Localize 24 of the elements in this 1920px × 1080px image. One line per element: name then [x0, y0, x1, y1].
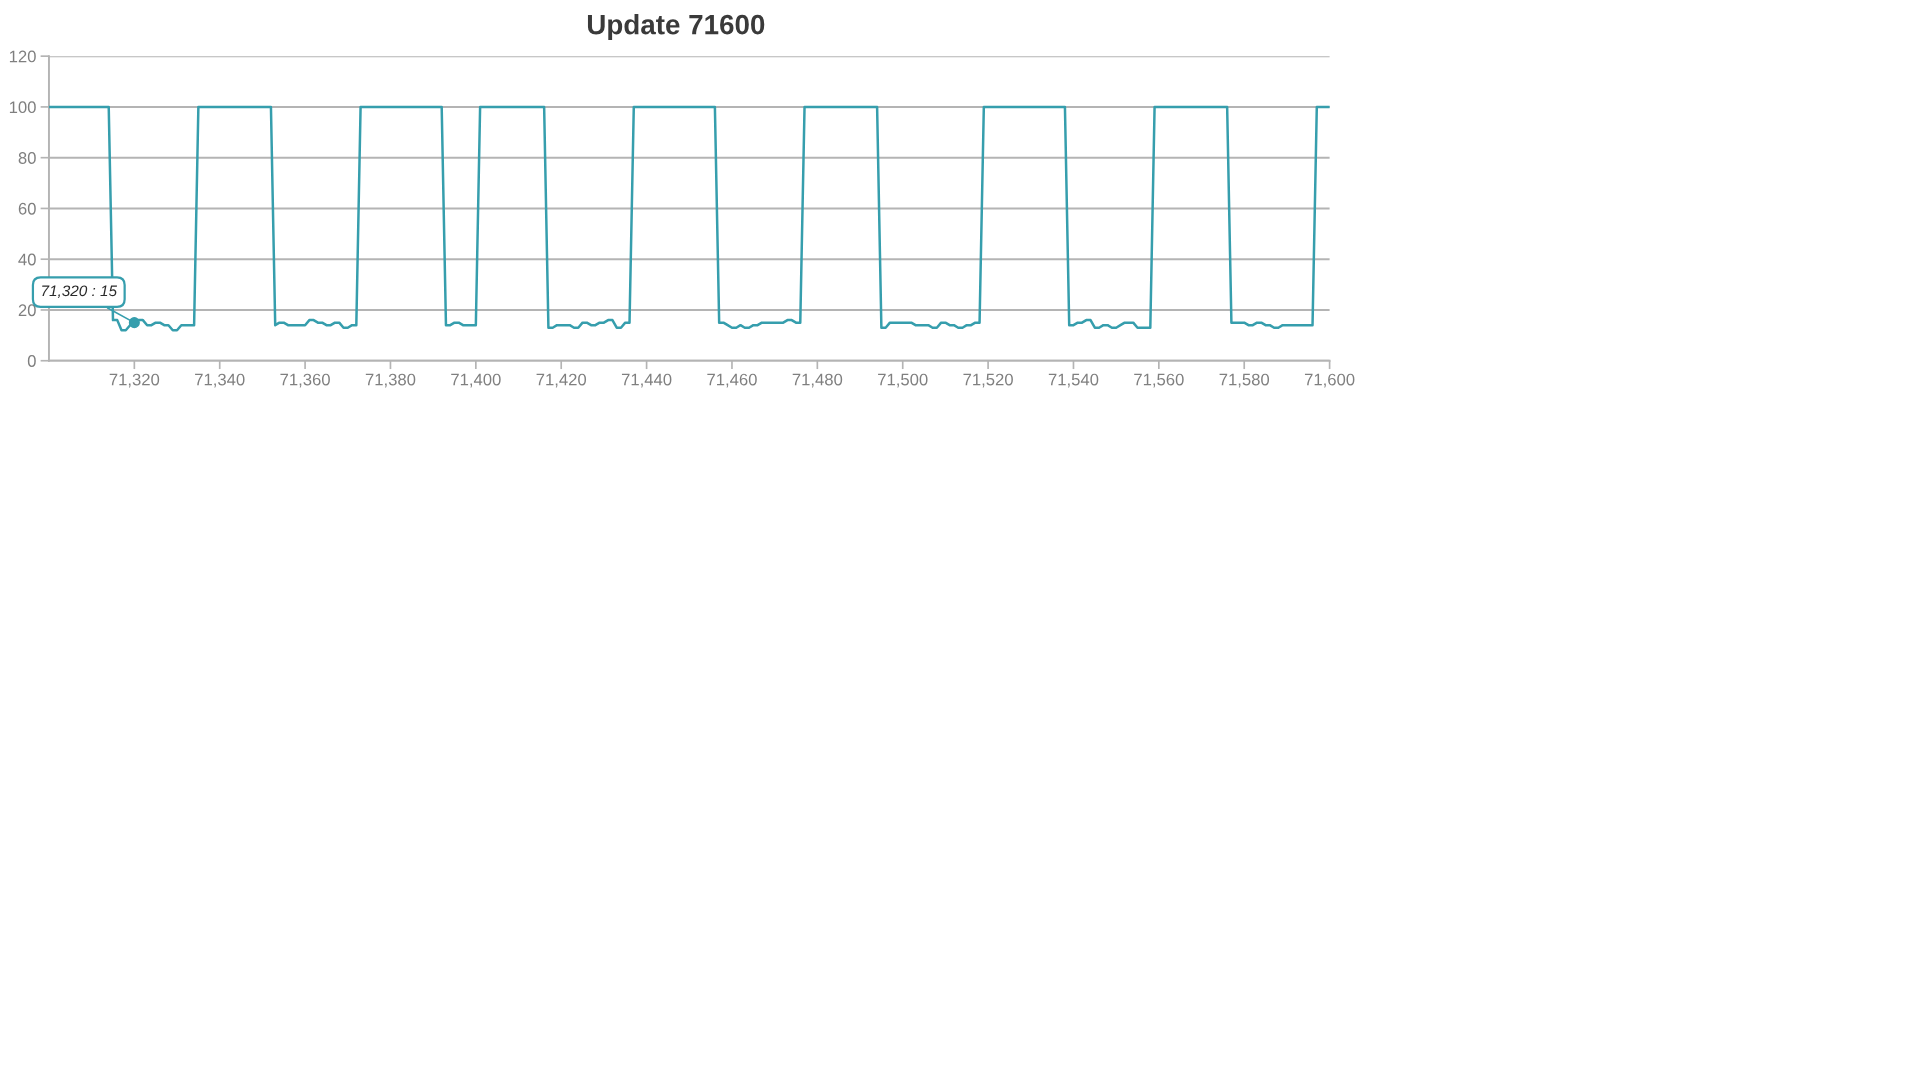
- x-tick-label: 71,420: [536, 373, 587, 388]
- x-tick-label: 71,400: [451, 373, 501, 388]
- y-tick-label: 20: [18, 304, 36, 317]
- y-tick-label: 0: [27, 355, 36, 367]
- y-tick-label: 120: [9, 50, 36, 63]
- x-tick-label: 71,480: [792, 373, 843, 388]
- x-tick-label: 71,320: [109, 373, 160, 388]
- x-tick-label: 71,520: [963, 373, 1013, 388]
- x-tick-label: 71,540: [1048, 373, 1099, 388]
- y-tick-label: 60: [18, 202, 36, 215]
- x-tick-label: 71,580: [1219, 373, 1270, 388]
- x-tick-label: 71,380: [365, 373, 416, 388]
- y-tick-label: 80: [18, 152, 36, 164]
- x-tick-label: 71,500: [878, 373, 928, 388]
- y-tick-label: 100: [9, 101, 36, 114]
- x-tick-label: 71,460: [707, 373, 757, 388]
- x-tick-label: 71,600: [1304, 373, 1355, 388]
- annotation: 71,320 : 15: [42, 285, 118, 298]
- x-tick-label: 71,440: [621, 373, 672, 388]
- x-tick-label: 71,340: [195, 373, 245, 388]
- x-tick-label: 71,360: [280, 373, 330, 388]
- chart-title: Update 71600: [587, 14, 765, 40]
- y-tick-label: 40: [18, 253, 36, 266]
- x-tick-label: 71,560: [1134, 373, 1184, 388]
